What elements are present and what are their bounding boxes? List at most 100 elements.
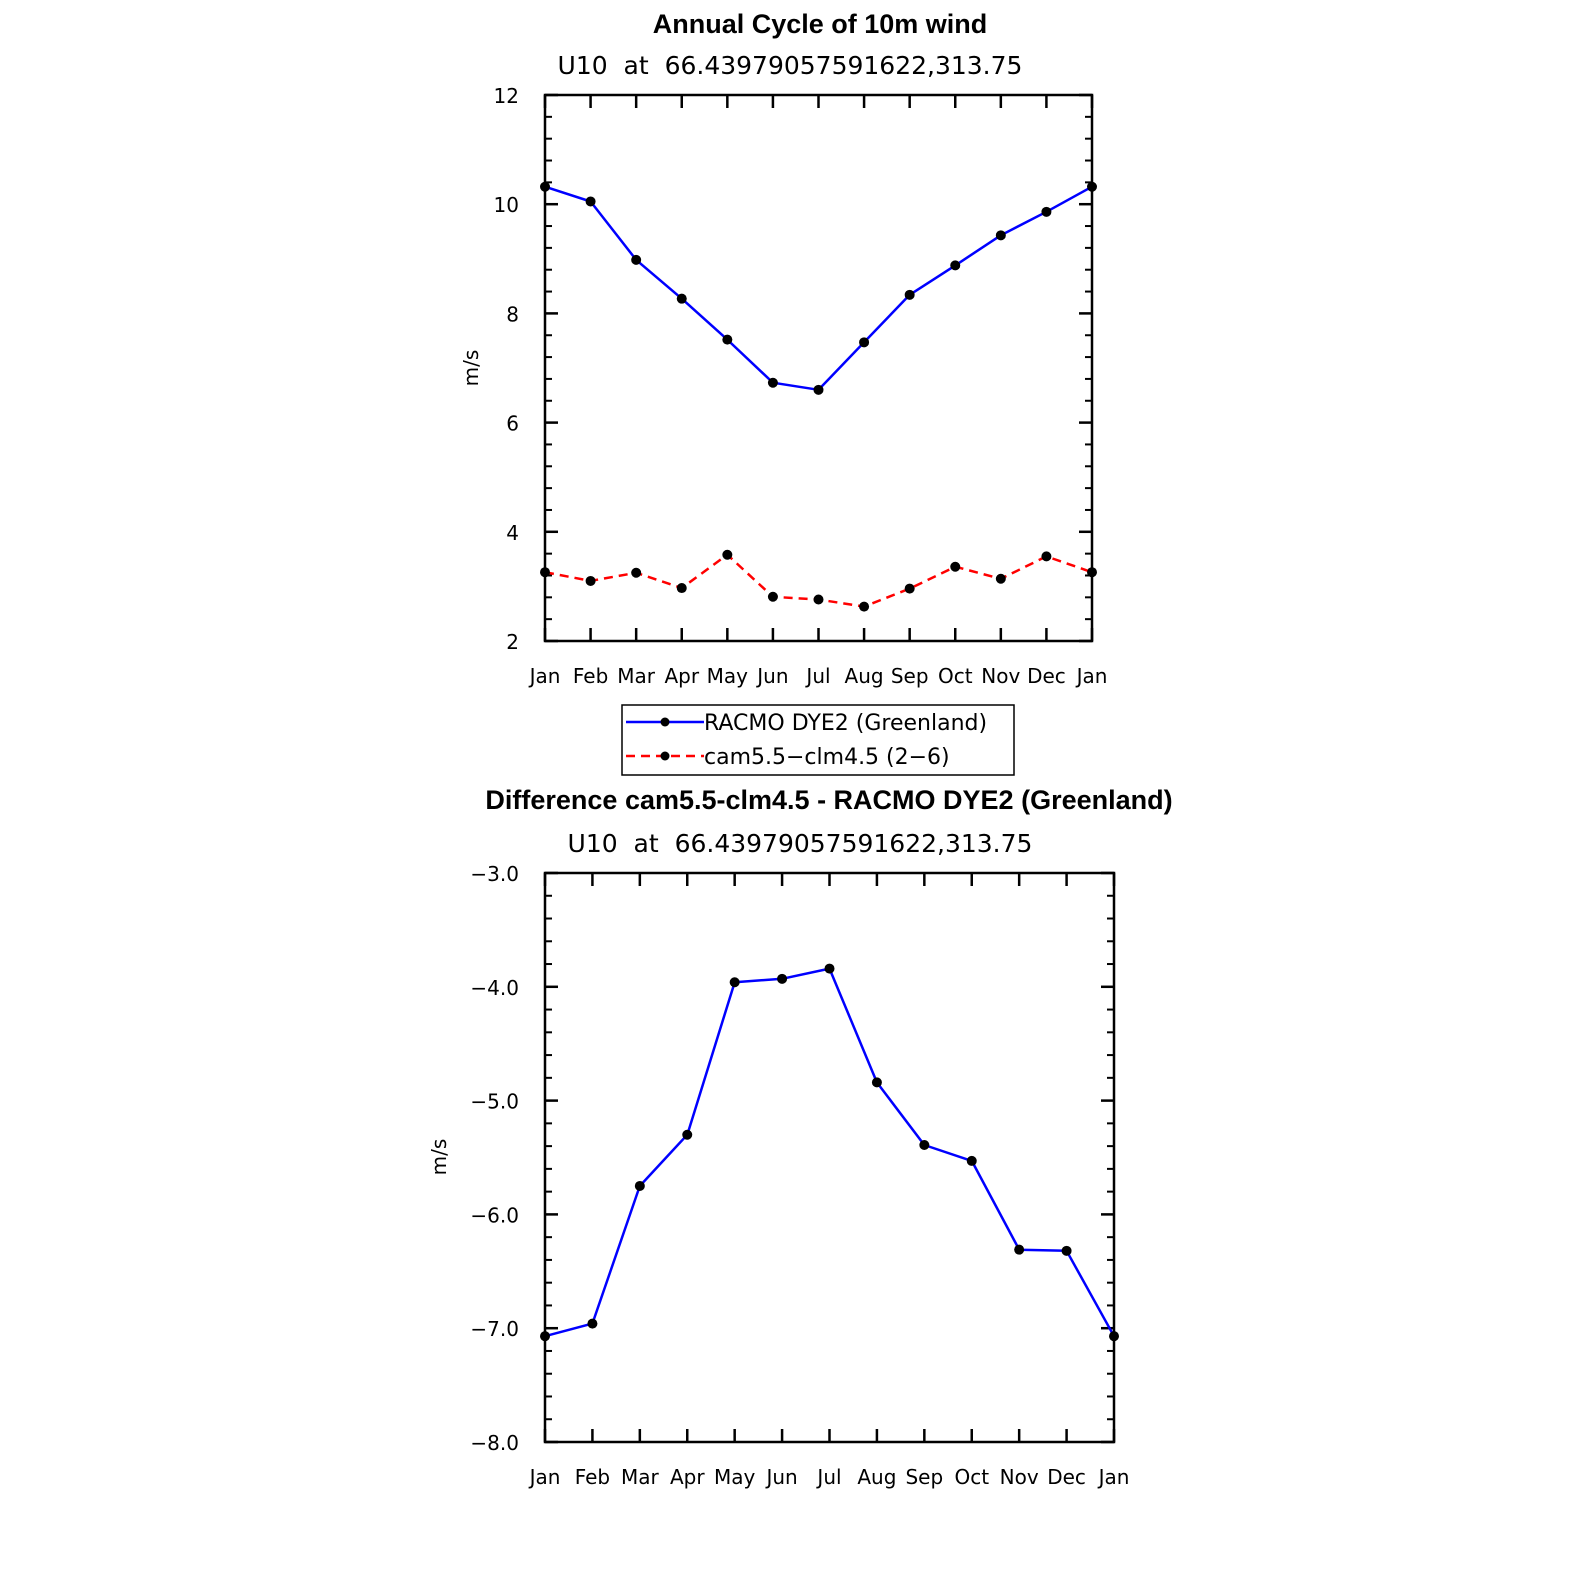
chart-1-frame [543,93,1094,643]
chart-2-series-0-point [729,977,740,988]
legend-marker-racmo [660,717,670,727]
chart-1-ytick-label: 2 [506,630,519,654]
chart-1-series-1-point [631,567,642,578]
legend-label-cam: cam5.5−clm4.5 (2−6) [704,745,950,770]
chart-1-ytick-label: 12 [494,84,519,108]
chart-2-series-0-point [682,1129,693,1140]
chart-2-ytick-label: −7.0 [470,1317,519,1341]
chart-1-xtick-label: Nov [981,664,1020,688]
chart-1-series-1-point [813,594,824,605]
chart-2-xtick-label: Jan [1097,1465,1130,1489]
chart-2-xtick-label: May [714,1465,756,1489]
chart-1-series-1-point [1087,567,1097,578]
chart-2-ytick-label: −5.0 [470,1090,519,1114]
chart-2-series-0-point [540,1331,550,1342]
chart-2-series-0-line [544,967,1116,1338]
chart-1-plot-area: Jan Feb Mar Apr May Jun Jul Aug Sep Oct Nov Dec Jan 2… [494,84,1108,688]
legend-marker-cam [660,751,670,761]
chart-2-xtick-label: Jun [764,1465,797,1489]
chart-1-xtick-label: Mar [617,664,656,688]
chart-2-xtick-label: Aug [857,1465,896,1489]
chart-1-series-1-point [540,567,550,578]
chart-2-series-0-point [1109,1331,1119,1342]
chart-2-xtick-label: Oct [954,1465,989,1489]
chart-1-xtick-label: Oct [938,664,973,688]
chart-1-series-0-point [722,334,733,345]
chart-1-series-1-point [904,583,915,594]
chart-1-series-1-point [722,549,733,560]
chart-2-xtick-label: Sep [905,1465,943,1489]
chart-1-series-0-point [676,293,687,304]
chart-2-ytick-label: −6.0 [470,1203,519,1227]
chart-2-series-0-point [634,1180,645,1191]
chart-2-title: Difference cam5.5-clm4.5 - RACMO DYE2 (G… [485,785,1172,815]
chart-1-series-0-point [813,384,824,395]
chart-2-xtick-label: Mar [621,1465,660,1489]
chart-2-ytick-label: −3.0 [470,862,519,886]
chart-1-legend: RACMO DYE2 (Greenland) cam5.5−clm4.5 (2−… [621,704,1015,776]
chart-1-ytick-label: 4 [506,521,519,545]
chart-1-xtick-label: Jan [528,664,561,688]
chart-2-xtick-label: Nov [1000,1465,1039,1489]
chart-2-series-0-point [871,1077,882,1088]
chart-1-xtick-label: Apr [664,664,699,688]
chart-1-series-0-point [585,196,596,207]
chart-1-series-0-point [995,230,1006,241]
chart-2-series-0-point [1061,1245,1072,1256]
chart-2-series-0-point [587,1318,598,1329]
chart-1-ytick-label: 10 [494,193,519,217]
chart-2-series-0-point [966,1155,977,1166]
chart-1-ytick-label: 6 [506,412,519,436]
chart-2-xtick-label: Apr [670,1465,705,1489]
chart-2-series-0-point [1014,1244,1025,1255]
chart-1-series-0-point [950,260,961,271]
chart-2-plot-area: Jan Feb Mar Apr May Jun Jul Aug Sep Oct Nov Dec Jan−… [470,862,1129,1489]
chart-1-series-0-point [859,337,870,348]
chart-2-ytick-label: −4.0 [470,976,519,1000]
chart-1-series-1-point [995,573,1006,584]
chart-1-series-0-point [767,377,778,388]
chart-1-subtitle: U10 at 66.43979057591622,313.75 [558,51,1023,80]
chart-1-series-1-point [767,591,778,602]
chart-1-xtick-label: Jan [1075,664,1108,688]
chart-1-series-1-point [585,575,596,586]
chart-1-xtick-label: Dec [1027,664,1066,688]
chart-1-xtick-label: Jul [804,664,830,688]
chart-1-xtick-label: Feb [573,664,608,688]
chart-1-title: Annual Cycle of 10m wind [653,9,988,39]
chart-1-xtick-label: Sep [891,664,929,688]
chart-1-series-0-point [1041,206,1052,217]
chart-1-ylabel: m/s [459,350,483,387]
chart-2-subtitle: U10 at 66.43979057591622,313.75 [568,829,1033,858]
chart-2-xtick-label: Jan [528,1465,561,1489]
chart-1-series-1-point [676,583,687,594]
chart-2-xtick-label: Dec [1047,1465,1086,1489]
legend-item-racmo: RACMO DYE2 (Greenland) [626,711,987,736]
legend-box [621,704,1015,776]
chart-1-xtick-label: Aug [845,664,884,688]
chart-1-xtick-label: Jun [755,664,788,688]
chart-1-series-1-point [1041,551,1052,562]
chart-2-xtick-label: Feb [575,1465,610,1489]
chart-2-series-0-point [919,1139,930,1150]
chart-2-frame [543,871,1116,1444]
chart-1-series-0-line [544,185,1093,392]
chart-2-ylabel: m/s [427,1139,451,1176]
chart-2-series-0-point [824,963,835,974]
chart-annual-cycle: Annual Cycle of 10m wind U10 at 66.43979… [459,9,1108,776]
chart-1-xtick-label: May [707,664,749,688]
chart-1-series-0-point [631,254,642,265]
chart-1-series-0-point [904,289,915,300]
legend-item-cam: cam5.5−clm4.5 (2−6) [626,745,950,770]
chart-1-series-0-point [540,181,550,192]
chart-2-xtick-label: Jul [815,1465,841,1489]
chart-1-series-0-point [1087,181,1097,192]
chart-2-ytick-label: −8.0 [470,1431,519,1455]
chart-1-series-1-point [950,561,961,572]
chart-2-series-0-point [777,973,788,984]
chart-1-ytick-label: 8 [506,302,519,326]
legend-label-racmo: RACMO DYE2 (Greenland) [704,711,987,736]
chart-difference: Difference cam5.5-clm4.5 - RACMO DYE2 (G… [427,785,1173,1489]
chart-1-series-1-point [859,601,870,612]
